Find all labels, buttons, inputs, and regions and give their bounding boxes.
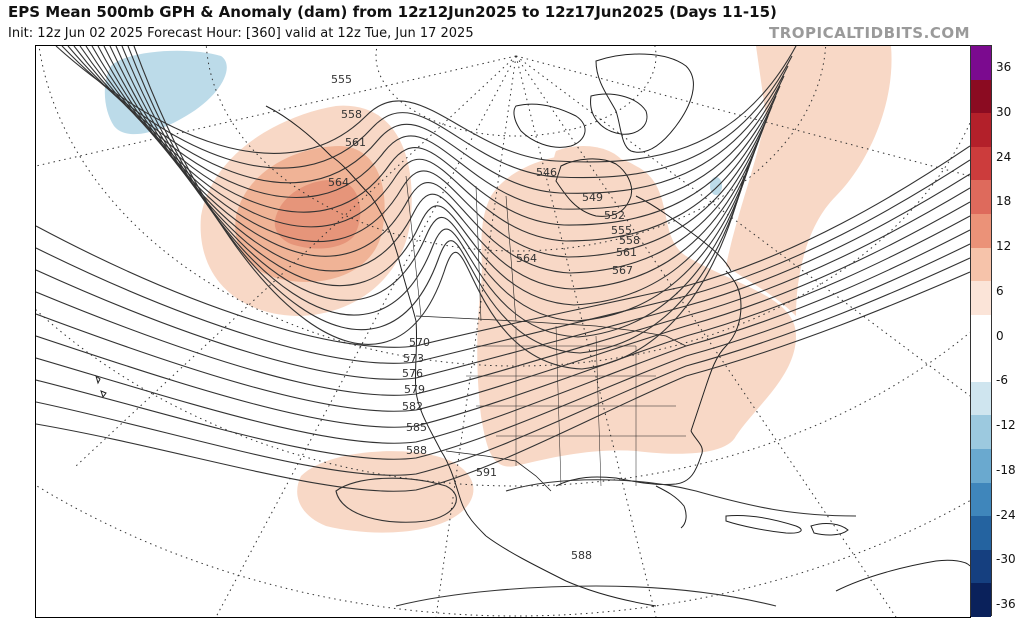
height-contours xyxy=(36,46,970,607)
height-contour xyxy=(103,46,765,290)
map-canvas: 5555585615645465495525555585615645675705… xyxy=(36,46,970,617)
colorbar-tick-label: 18 xyxy=(996,194,1012,209)
height-contour xyxy=(79,46,781,226)
chart-subtitle: Init: 12z Jun 02 2025 Forecast Hour: [36… xyxy=(8,26,474,41)
colorbar-segment xyxy=(971,113,991,148)
positive-anomaly-atlantic xyxy=(726,46,892,316)
height-contour xyxy=(36,145,970,348)
colorbar-tick-label: 24 xyxy=(996,149,1012,164)
colorbar-segment xyxy=(971,180,991,215)
contour-label: 552 xyxy=(604,209,625,222)
height-contour xyxy=(36,201,970,412)
height-contour xyxy=(61,46,793,179)
chart-title: EPS Mean 500mb GPH & Anomaly (dam) from … xyxy=(8,3,777,21)
contour-label: 561 xyxy=(616,246,637,259)
contour-label: 588 xyxy=(571,549,592,562)
colorbar-tick-label: 36 xyxy=(996,60,1012,74)
contour-label: 561 xyxy=(345,136,366,149)
colorbar-tick-label: 12 xyxy=(996,239,1012,253)
height-contour xyxy=(91,46,773,258)
positive-anomaly-region xyxy=(477,153,796,467)
contour-label: 564 xyxy=(328,176,349,189)
contour-label: 549 xyxy=(582,191,603,204)
height-contour xyxy=(109,46,761,306)
colorbar xyxy=(970,45,992,618)
contour-label: 558 xyxy=(341,108,362,121)
height-contour xyxy=(36,257,970,476)
colorbar-segment xyxy=(971,281,991,316)
contour-label: 555 xyxy=(331,73,352,86)
height-contour xyxy=(36,229,970,444)
colorbar-tick-label: -12 xyxy=(996,418,1016,432)
positive-anomaly-southwest xyxy=(297,451,474,533)
height-contour xyxy=(335,477,457,523)
anomaly-shading xyxy=(104,46,892,533)
height-contour xyxy=(36,215,970,428)
contour-label: 579 xyxy=(404,383,425,396)
contour-label: 570 xyxy=(409,336,430,349)
height-contour xyxy=(36,243,970,460)
height-contour xyxy=(505,479,857,517)
colorbar-tick-label: -24 xyxy=(996,507,1016,522)
positive-anomaly-hudson xyxy=(553,146,627,195)
colorbar-segment xyxy=(971,415,991,450)
colorbar-segment xyxy=(971,348,991,383)
contour-label: 555 xyxy=(611,224,632,237)
contour-label: 585 xyxy=(406,421,427,434)
brand-watermark: TROPICALTIDBITS.COM xyxy=(769,24,970,42)
map-panel: 555 558 561 564 546 549 552 555 558 561 564 567 570 5… xyxy=(35,45,971,618)
height-contour xyxy=(97,46,769,274)
colorbar-tick-label: 0 xyxy=(996,328,1004,343)
colorbar-tick-label: -30 xyxy=(996,552,1016,567)
height-contour xyxy=(121,46,753,338)
colorbar-segment xyxy=(971,449,991,484)
colorbar-segment xyxy=(971,381,991,416)
colorbar-tick-label: -6 xyxy=(996,373,1008,388)
coastlines xyxy=(95,53,970,607)
colorbar-segment xyxy=(971,213,991,249)
contour-label: 591 xyxy=(476,466,497,479)
colorbar-segment xyxy=(971,46,991,81)
contour-labels: 5555585615645465495525555585615645675705… xyxy=(328,73,640,562)
contour-label: 564 xyxy=(516,252,537,265)
colorbar-tick-label: -18 xyxy=(996,462,1016,477)
contour-label: 588 xyxy=(406,444,427,457)
height-contour xyxy=(36,271,970,492)
height-contour xyxy=(36,187,970,396)
height-contour xyxy=(36,173,970,380)
contour-label: 576 xyxy=(402,367,423,380)
height-contour xyxy=(395,585,777,607)
colorbar-tick-label: 30 xyxy=(996,104,1012,119)
contour-label: 573 xyxy=(403,352,424,365)
contour-label: 558 xyxy=(619,234,640,247)
contour-label: 546 xyxy=(536,166,557,179)
colorbar-segment xyxy=(971,146,991,181)
contour-label: 567 xyxy=(612,264,633,277)
colorbar-segment xyxy=(971,79,991,114)
colorbar-tick-label: -36 xyxy=(996,597,1016,611)
colorbar-segment xyxy=(971,482,991,517)
height-contour xyxy=(55,46,797,163)
colorbar-tick-label: 6 xyxy=(996,283,1004,298)
colorbar-segment xyxy=(971,314,991,349)
colorbar-segment xyxy=(971,247,991,282)
height-contour xyxy=(36,159,970,364)
height-contour xyxy=(85,46,777,242)
height-contour xyxy=(67,46,789,194)
graticule xyxy=(36,46,970,617)
height-contour xyxy=(115,46,757,322)
height-contour xyxy=(73,46,785,210)
height-contour xyxy=(127,46,749,354)
colorbar-segment xyxy=(971,583,991,618)
colorbar-segment xyxy=(971,516,991,551)
height-contour xyxy=(133,46,745,370)
contour-label: 582 xyxy=(402,400,423,413)
colorbar-segment xyxy=(971,549,991,584)
